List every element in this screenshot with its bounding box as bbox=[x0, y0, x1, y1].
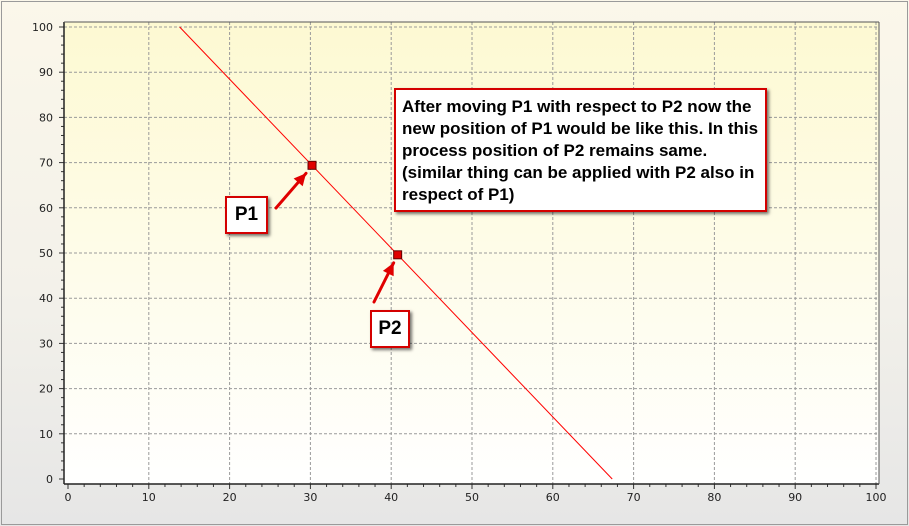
point-marker-p1[interactable] bbox=[307, 160, 317, 170]
arrow-p2-head bbox=[382, 262, 394, 277]
x-tick-label: 20 bbox=[223, 491, 237, 504]
y-tick-label: 30 bbox=[39, 337, 53, 350]
y-tick-label: 100 bbox=[32, 21, 53, 34]
x-tick-label: 10 bbox=[142, 491, 156, 504]
y-tick-label: 0 bbox=[46, 473, 53, 486]
x-tick-label: 0 bbox=[65, 491, 72, 504]
point-label-p2: P2 bbox=[370, 310, 410, 348]
x-tick-label: 90 bbox=[788, 491, 802, 504]
y-tick-label: 90 bbox=[39, 66, 53, 79]
axes: 0 10 20 30 40 50 60 70 80 90 100 0 10 20 30 40 50 60 70 80 9… bbox=[32, 21, 887, 504]
y-tick-label: 70 bbox=[39, 157, 53, 170]
annotation-callout: After moving P1 with respect to P2 now t… bbox=[394, 88, 767, 212]
x-tick-label: 30 bbox=[303, 491, 317, 504]
y-tick-label: 60 bbox=[39, 202, 53, 215]
arrow-p1-head bbox=[293, 173, 307, 187]
point-label-p1: P1 bbox=[225, 196, 268, 234]
y-tick-label: 50 bbox=[39, 247, 53, 260]
y-tick-label: 20 bbox=[39, 383, 53, 396]
x-tick-label: 80 bbox=[707, 491, 721, 504]
arrows bbox=[274, 171, 396, 304]
x-tick-label: 70 bbox=[627, 491, 641, 504]
x-tick-label: 40 bbox=[384, 491, 398, 504]
series bbox=[179, 26, 613, 480]
x-tick-label: 100 bbox=[866, 491, 887, 504]
y-tick-label: 10 bbox=[39, 428, 53, 441]
point-marker-p2[interactable] bbox=[393, 250, 403, 260]
x-tick-label: 60 bbox=[546, 491, 560, 504]
y-tick-label: 80 bbox=[39, 111, 53, 124]
y-tick-label: 40 bbox=[39, 292, 53, 305]
x-tick-label: 50 bbox=[465, 491, 479, 504]
